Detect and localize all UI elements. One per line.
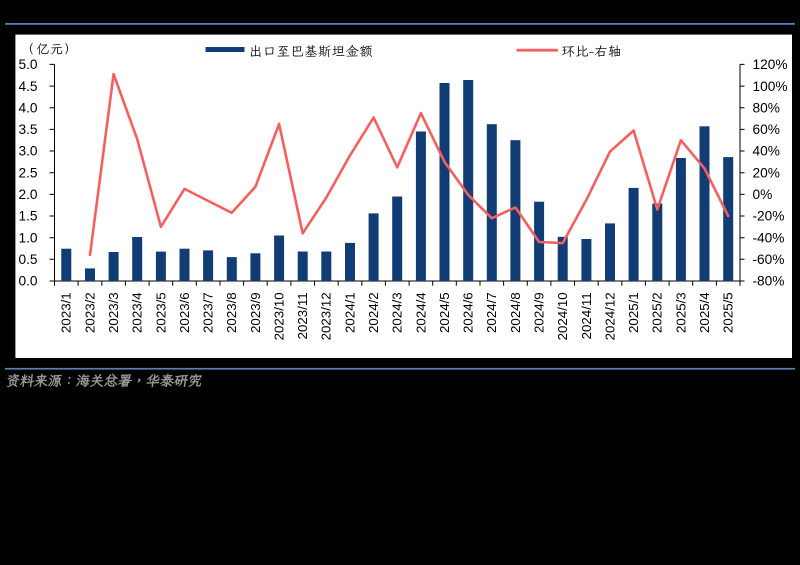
svg-text:1.0: 1.0: [18, 230, 37, 245]
svg-text:0%: 0%: [753, 187, 773, 202]
svg-text:3.5: 3.5: [18, 122, 37, 137]
svg-text:2023/5: 2023/5: [153, 292, 168, 333]
svg-text:2024/7: 2024/7: [484, 292, 499, 333]
svg-text:2025/2: 2025/2: [650, 292, 665, 333]
svg-text:4.5: 4.5: [18, 79, 37, 94]
svg-text:2024/1: 2024/1: [342, 292, 357, 333]
svg-text:2024/11: 2024/11: [579, 292, 594, 339]
svg-text:-20%: -20%: [753, 209, 785, 224]
svg-text:-40%: -40%: [753, 230, 785, 245]
svg-text:2023/12: 2023/12: [319, 292, 334, 340]
svg-text:40%: 40%: [753, 144, 780, 159]
svg-text:2023/3: 2023/3: [106, 292, 121, 333]
svg-text:2023/9: 2023/9: [248, 292, 263, 333]
svg-text:5.0: 5.0: [18, 57, 37, 72]
svg-text:2025/5: 2025/5: [721, 292, 736, 333]
svg-text:2024/4: 2024/4: [413, 292, 428, 333]
svg-text:2023/7: 2023/7: [201, 292, 216, 333]
svg-text:1.5: 1.5: [18, 209, 37, 224]
svg-text:2025/4: 2025/4: [697, 292, 712, 333]
svg-text:-60%: -60%: [753, 252, 785, 267]
svg-text:100%: 100%: [753, 79, 788, 94]
svg-text:2024/9: 2024/9: [532, 292, 547, 333]
svg-text:2.0: 2.0: [18, 187, 37, 202]
svg-text:-80%: -80%: [753, 274, 785, 289]
svg-text:2023/4: 2023/4: [130, 292, 145, 333]
svg-text:2023/2: 2023/2: [82, 292, 97, 333]
svg-text:2025/3: 2025/3: [673, 292, 688, 333]
svg-text:3.0: 3.0: [18, 144, 37, 159]
svg-text:2023/6: 2023/6: [177, 292, 192, 333]
svg-text:2024/6: 2024/6: [461, 292, 476, 333]
svg-text:2024/3: 2024/3: [390, 292, 405, 333]
svg-text:80%: 80%: [753, 100, 780, 115]
svg-text:2023/8: 2023/8: [224, 292, 239, 333]
svg-text:2023/11: 2023/11: [295, 292, 310, 339]
svg-text:2024/5: 2024/5: [437, 292, 452, 333]
svg-text:2025/1: 2025/1: [626, 292, 641, 333]
svg-text:2024/12: 2024/12: [602, 292, 617, 340]
svg-text:2.5: 2.5: [18, 165, 37, 180]
svg-text:2024/8: 2024/8: [508, 292, 523, 333]
svg-text:2023/10: 2023/10: [272, 292, 287, 340]
svg-text:2024/2: 2024/2: [366, 292, 381, 333]
svg-text:0.5: 0.5: [18, 252, 37, 267]
svg-text:4.0: 4.0: [18, 100, 37, 115]
svg-text:20%: 20%: [753, 165, 780, 180]
svg-text:2024/10: 2024/10: [555, 292, 570, 340]
svg-text:120%: 120%: [753, 57, 788, 72]
svg-text:60%: 60%: [753, 122, 780, 137]
svg-text:2023/1: 2023/1: [59, 292, 74, 333]
svg-text:0.0: 0.0: [18, 274, 37, 289]
